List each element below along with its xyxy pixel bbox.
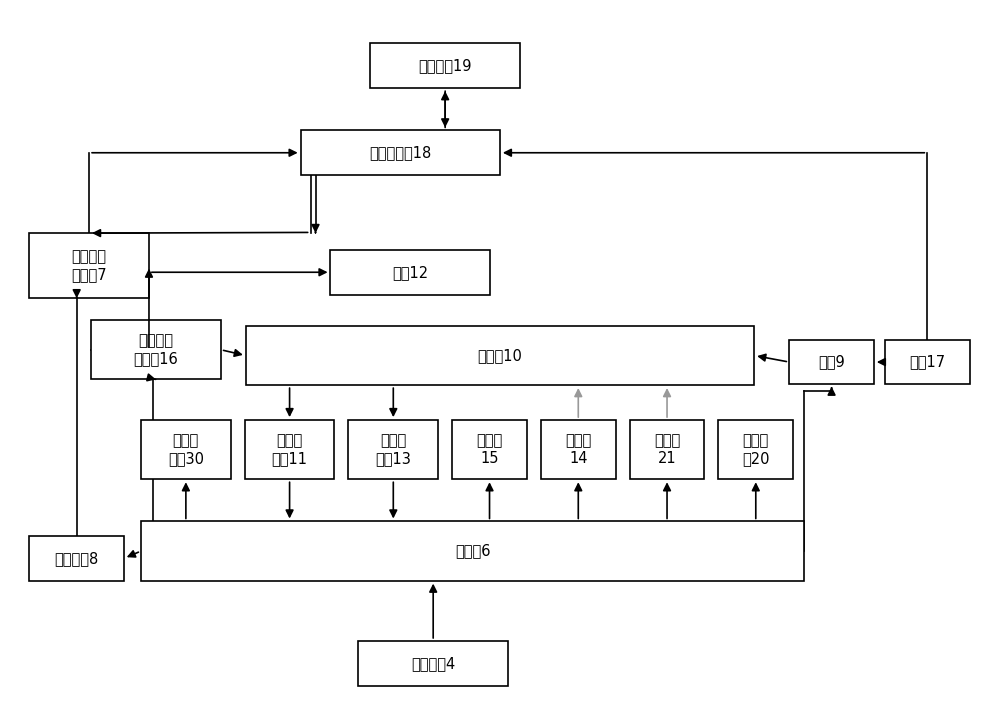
Text: 气体流量
控制器16: 气体流量 控制器16 bbox=[134, 334, 178, 366]
Bar bbox=[301, 130, 500, 175]
Text: 等离子体
发生器7: 等离子体 发生器7 bbox=[71, 249, 107, 282]
Text: 水箱17: 水箱17 bbox=[909, 355, 945, 369]
Bar bbox=[718, 420, 793, 479]
Text: 射频电源8: 射频电源8 bbox=[55, 551, 99, 566]
Bar bbox=[91, 320, 221, 379]
Bar bbox=[885, 340, 970, 384]
Text: 控制器6: 控制器6 bbox=[455, 544, 490, 558]
Text: 操作面板4: 操作面板4 bbox=[411, 656, 455, 671]
Bar bbox=[348, 420, 438, 479]
Bar bbox=[789, 340, 874, 384]
Text: 步进电
机20: 步进电 机20 bbox=[742, 433, 770, 466]
Bar bbox=[245, 420, 334, 479]
Text: 照明灯
14: 照明灯 14 bbox=[565, 433, 591, 466]
Text: 紫外灯
15: 紫外灯 15 bbox=[476, 433, 503, 466]
Bar bbox=[29, 536, 124, 581]
Bar bbox=[246, 326, 754, 385]
Text: 温度传
感器13: 温度传 感器13 bbox=[375, 433, 411, 466]
Text: 水冷换热器18: 水冷换热器18 bbox=[369, 145, 431, 160]
Text: 机械臂
21: 机械臂 21 bbox=[654, 433, 680, 466]
Text: 载物台10: 载物台10 bbox=[478, 348, 522, 363]
Bar bbox=[29, 233, 149, 298]
Text: 散热风扇19: 散热风扇19 bbox=[418, 58, 472, 73]
Text: 喷嘴12: 喷嘴12 bbox=[392, 265, 428, 280]
Bar bbox=[141, 420, 231, 479]
Bar bbox=[330, 250, 490, 294]
Bar bbox=[370, 44, 520, 88]
Bar bbox=[141, 521, 804, 581]
Bar bbox=[358, 641, 508, 686]
Text: 位置传
感器11: 位置传 感器11 bbox=[272, 433, 308, 466]
Bar bbox=[541, 420, 616, 479]
Bar bbox=[452, 420, 527, 479]
Text: 无菌风
装置30: 无菌风 装置30 bbox=[168, 433, 204, 466]
Text: 水泵9: 水泵9 bbox=[818, 355, 845, 369]
Bar bbox=[630, 420, 704, 479]
